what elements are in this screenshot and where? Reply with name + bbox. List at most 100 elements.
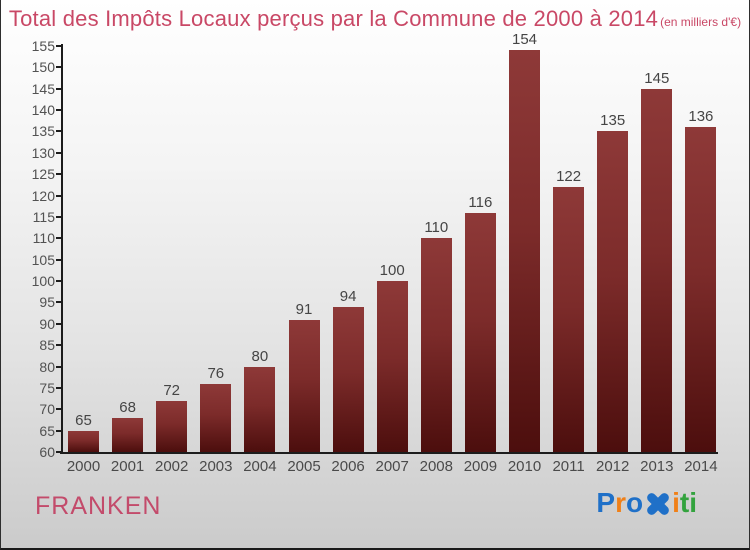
y-tick-mark (56, 386, 62, 389)
x-tick-label: 2010 (507, 458, 542, 475)
bar-2003 (200, 383, 232, 452)
logo-letter: r (615, 487, 626, 518)
bar-2005 (288, 319, 320, 452)
y-tick-mark (56, 151, 62, 154)
logo-letter: t (679, 487, 690, 518)
y-tick-mark (56, 45, 62, 47)
chart-title: Total des Impôts Locaux perçus par la Co… (8, 6, 659, 31)
y-tick-mark (56, 258, 62, 261)
y-tick-mark (56, 344, 62, 347)
bar-value-label: 65 (75, 411, 92, 429)
bar-2014 (685, 127, 717, 452)
y-tick-label: 80 (39, 358, 55, 375)
chart-header: Total des Impôts Locaux perçus par la Co… (1, 6, 749, 32)
x-tick-label: 2004 (243, 458, 277, 475)
y-tick-mark (56, 130, 62, 133)
y-tick-mark (56, 215, 62, 218)
y-tick-label: 135 (31, 123, 55, 140)
y-tick-label: 125 (31, 166, 55, 183)
x-tick-label: 2009 (463, 458, 498, 475)
y-tick-label: 60 (39, 444, 55, 460)
x-tick-label: 2002 (155, 458, 189, 475)
bar-value-label: 80 (251, 347, 269, 365)
y-tick-mark (56, 237, 62, 240)
y-tick-mark (56, 408, 62, 411)
y-tick-label: 140 (31, 102, 55, 119)
y-tick-mark (56, 87, 62, 90)
x-tick-label: 2003 (199, 458, 233, 475)
x-tick-label: 2011 (552, 458, 585, 475)
y-tick-mark (56, 322, 62, 325)
bar-value-label: 110 (424, 219, 449, 237)
bar-2004 (244, 366, 276, 452)
x-tick-label: 2005 (287, 458, 321, 475)
bar-value-label: 122 (556, 168, 582, 186)
bar-2012 (597, 131, 629, 452)
x-tick-label: 2014 (684, 458, 718, 475)
y-tick-label: 115 (32, 208, 55, 225)
bar-2009 (464, 212, 496, 452)
y-tick-label: 130 (31, 144, 55, 161)
x-tick-label: 2008 (419, 458, 453, 475)
x-tick-label: 2000 (66, 458, 101, 475)
y-tick-mark (56, 66, 62, 69)
x-tick-label: 2007 (375, 458, 409, 475)
bar-value-label: 68 (119, 398, 136, 416)
bar-2008 (420, 238, 452, 452)
logo-letter: i (689, 487, 697, 518)
y-tick-label: 65 (39, 422, 55, 439)
bar-value-label: 100 (379, 262, 405, 280)
bar-2011 (553, 187, 585, 452)
y-tick-label: 95 (39, 294, 55, 311)
bar-value-label: 116 (468, 193, 493, 211)
y-tick-label: 75 (39, 379, 55, 396)
bar-value-label: 94 (339, 287, 357, 305)
y-tick-mark (56, 365, 62, 368)
y-tick-label: 110 (32, 230, 55, 247)
y-tick-mark (56, 451, 62, 453)
bar-2010 (509, 50, 540, 452)
y-axis (61, 44, 63, 454)
y-tick-label: 105 (31, 251, 55, 268)
bar-2007 (376, 281, 408, 452)
bar-value-label: 154 (511, 31, 538, 49)
bar-2001 (112, 417, 144, 452)
bar-value-label: 136 (688, 108, 714, 126)
y-tick-label: 155 (31, 38, 55, 54)
bar-value-label: 91 (295, 300, 313, 318)
x-tick-label: 2013 (640, 458, 674, 475)
y-tick-label: 90 (39, 315, 55, 332)
bar-2013 (641, 88, 673, 452)
x-tick-label: 2001 (110, 458, 145, 475)
x-tick-label: 2006 (331, 458, 365, 475)
logo-letter: o (626, 487, 644, 518)
x-tick-label: 2012 (596, 458, 630, 475)
bar-2006 (332, 306, 364, 452)
bar-2000 (68, 430, 99, 452)
bar-2002 (156, 400, 188, 452)
logo-letter: i (672, 487, 680, 518)
y-tick-label: 100 (31, 273, 55, 290)
x-axis (60, 452, 718, 454)
y-tick-mark (56, 194, 62, 197)
x-icon (644, 490, 671, 516)
bar-value-label: 135 (600, 112, 626, 130)
y-tick-mark (56, 429, 62, 432)
bar-value-label: 76 (207, 364, 225, 382)
y-tick-mark (56, 280, 62, 283)
chart-subtitle: (en milliers d'€) (660, 15, 742, 29)
y-tick-mark (56, 109, 62, 112)
y-tick-label: 145 (31, 80, 55, 97)
bar-value-label: 72 (163, 381, 181, 399)
y-tick-mark (56, 301, 62, 304)
logo-letter: P (596, 487, 616, 518)
commune-name: FRANKEN (35, 492, 162, 520)
y-tick-label: 120 (31, 187, 55, 204)
y-tick-mark (56, 173, 62, 176)
bar-value-label: 145 (644, 69, 670, 87)
y-tick-label: 85 (39, 337, 55, 354)
y-tick-label: 70 (39, 401, 55, 418)
